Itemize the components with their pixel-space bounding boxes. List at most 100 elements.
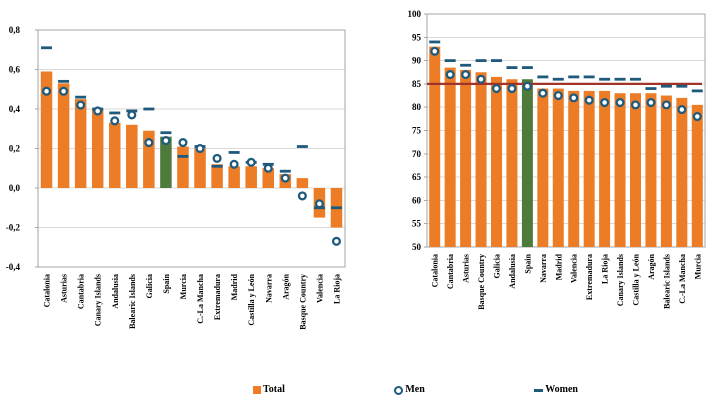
legend-total-label: Total bbox=[263, 384, 285, 395]
men-circle-marker-icon bbox=[394, 385, 404, 395]
x-axis-label-asturias: Asturias bbox=[60, 274, 69, 303]
y-axis-label: -0,2 bbox=[6, 223, 21, 233]
women-marker-castilla-y-le-n bbox=[630, 77, 641, 81]
total-bar-balearic-islands bbox=[660, 95, 672, 247]
total-bar-basque-country bbox=[296, 178, 309, 188]
total-bar-madrid bbox=[228, 166, 240, 188]
women-marker-arag-n bbox=[279, 169, 291, 173]
x-axis-label-navarra: Navarra bbox=[264, 274, 273, 303]
y-axis-label: 0,2 bbox=[9, 144, 21, 154]
x-axis-label-andalusia: Andalusia bbox=[111, 274, 120, 309]
y-axis-label: 95 bbox=[412, 32, 422, 42]
men-marker-c-la-mancha bbox=[677, 104, 687, 115]
total-bar-catalonia bbox=[429, 46, 441, 248]
x-axis-label-c-la-mancha: C.-La Mancha bbox=[678, 254, 687, 304]
men-marker-canary-islands bbox=[93, 106, 103, 116]
x-axis-label-spain: Spain bbox=[523, 253, 532, 273]
men-marker-balearic-islands bbox=[127, 110, 137, 120]
women-marker-valencia bbox=[568, 75, 580, 79]
x-axis-label-asturias: Asturias bbox=[462, 254, 471, 283]
men-marker-cantabria bbox=[445, 70, 455, 80]
total-bar-valencia bbox=[568, 90, 580, 247]
x-axis-label-galicia: Galicia bbox=[493, 254, 502, 278]
women-marker-balearic-islands bbox=[660, 84, 672, 88]
men-marker-asturias bbox=[461, 70, 471, 80]
total-bar-asturias bbox=[460, 69, 472, 247]
legend-item-men: Men bbox=[394, 384, 425, 395]
x-axis-label-andalusia: Andalusia bbox=[508, 254, 517, 289]
women-marker-extremadura bbox=[211, 164, 223, 168]
men-marker-catalonia bbox=[430, 46, 440, 56]
y-axis-label: 90 bbox=[412, 56, 422, 66]
women-marker-madrid bbox=[228, 151, 240, 154]
x-axis-label-c-la-mancha: C.-La Mancha bbox=[196, 274, 205, 324]
y-axis-label: 0,8 bbox=[9, 25, 21, 35]
legend-item-women: Women bbox=[534, 385, 578, 395]
men-marker-andalusia bbox=[507, 84, 517, 94]
legend: Total Men Women bbox=[253, 383, 578, 397]
x-axis-label-balearic-islands: Balearic Islands bbox=[662, 254, 671, 309]
women-marker-galicia bbox=[491, 59, 502, 62]
total-bar-extremadura bbox=[583, 90, 595, 247]
x-axis-label-canary-islands: Canary Islands bbox=[616, 254, 625, 306]
men-marker-catalonia bbox=[41, 86, 52, 96]
y-axis-label: 0,6 bbox=[9, 65, 21, 75]
total-bar-galicia bbox=[143, 130, 155, 188]
men-marker-valencia bbox=[569, 93, 579, 103]
total-bar-navarra bbox=[537, 88, 549, 247]
women-dash-marker-icon bbox=[534, 388, 544, 392]
men-marker-madrid bbox=[229, 159, 239, 169]
women-marker-navarra bbox=[537, 75, 549, 79]
men-marker-andalusia bbox=[110, 116, 120, 126]
total-bar-balearic-islands bbox=[126, 124, 138, 188]
total-bar-canary-islands bbox=[91, 109, 104, 188]
x-axis-label-valencia: Valencia bbox=[570, 254, 579, 283]
total-bar-andalusia bbox=[506, 79, 518, 248]
x-axis-label-cantabria: Cantabria bbox=[77, 274, 86, 309]
women-marker-la-rioja bbox=[330, 206, 342, 210]
y-axis-label: 100 bbox=[408, 9, 422, 19]
women-marker-c-la-mancha bbox=[676, 84, 688, 88]
total-bar-arag-n bbox=[645, 93, 657, 247]
x-axis-label-castilla-y-le-n: Castilla y León bbox=[632, 253, 641, 305]
x-axis-label-valencia: Valencia bbox=[315, 274, 324, 303]
women-marker-basque-country bbox=[296, 145, 308, 148]
women-marker-la-rioja bbox=[599, 77, 611, 81]
men-marker-la-rioja bbox=[331, 236, 342, 246]
y-axis-label: 50 bbox=[412, 242, 422, 252]
y-axis-label: 80 bbox=[412, 102, 422, 112]
x-axis-label-extremadura: Extremadura bbox=[213, 274, 222, 320]
women-marker-cantabria bbox=[75, 95, 87, 99]
x-axis-label-catalonia: Catalonia bbox=[43, 274, 52, 307]
men-marker-cantabria bbox=[76, 100, 86, 110]
men-marker-arag-n bbox=[280, 173, 290, 183]
y-axis-label: 70 bbox=[412, 149, 422, 159]
y-axis-label: -0,4 bbox=[6, 262, 21, 272]
legend-men-label: Men bbox=[405, 384, 425, 395]
total-bar-murcia bbox=[691, 104, 703, 248]
men-marker-balearic-islands bbox=[661, 100, 671, 110]
women-marker-madrid bbox=[552, 77, 564, 81]
women-marker-cantabria bbox=[444, 59, 456, 62]
total-bar-madrid bbox=[552, 88, 564, 247]
women-marker-basque-country bbox=[475, 59, 487, 62]
men-marker-valencia bbox=[314, 199, 324, 209]
men-marker-basque-country bbox=[297, 191, 307, 201]
y-axis-label: 0,0 bbox=[9, 183, 21, 193]
women-marker-canary-islands bbox=[614, 77, 626, 81]
x-axis-label-basque-country: Basque Country bbox=[298, 274, 307, 330]
total-bar-andalusia bbox=[109, 122, 121, 188]
x-axis-label-cantabria: Cantabria bbox=[446, 254, 455, 289]
x-axis-label-madrid: Madrid bbox=[554, 253, 563, 280]
total-bar-cantabria bbox=[444, 67, 456, 247]
men-marker-c-la-mancha bbox=[195, 143, 205, 154]
y-axis-label: 0,4 bbox=[9, 104, 21, 114]
y-axis-label: 65 bbox=[412, 172, 422, 182]
total-bar-murcia bbox=[177, 146, 189, 188]
women-marker-spain bbox=[521, 66, 533, 69]
total-bar-canary-islands bbox=[614, 93, 626, 247]
total-bar-castilla-y-le-n bbox=[245, 166, 257, 188]
women-marker-asturias bbox=[58, 79, 70, 83]
x-axis-label-arag-n: Aragón bbox=[647, 253, 656, 279]
